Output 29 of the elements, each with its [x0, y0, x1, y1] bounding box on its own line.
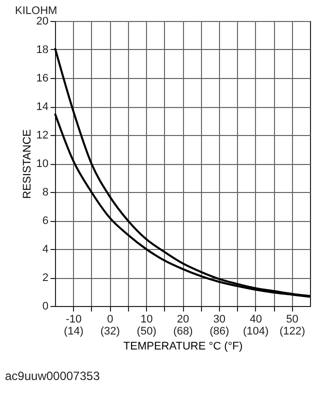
x-tick-label: 50: [286, 314, 298, 326]
y-tick-label: 0: [42, 300, 48, 312]
x2-tick-label: (68): [173, 326, 193, 338]
x2-tick-label: (14): [64, 326, 84, 338]
y-tick-label: 4: [42, 244, 48, 256]
x-tick-label: 0: [107, 314, 114, 326]
x-tick-label: 10: [140, 314, 153, 326]
x-tick-label: -10: [66, 314, 82, 326]
y-axis-title: RESISTANCE: [21, 129, 34, 199]
x-axis-title: TEMPERATURE °C (°F): [123, 340, 243, 352]
y-tick-label: 18: [36, 44, 48, 56]
x-tick-label: 20: [176, 314, 190, 326]
x2-tick-label: (32): [100, 326, 120, 338]
x2-tick-label: (50): [136, 326, 156, 338]
text: ac9uuw00007353: [5, 369, 100, 383]
x-tick-label: 40: [250, 314, 262, 326]
y-tick-label: 12: [36, 130, 48, 142]
x-tick-label: 30: [213, 314, 226, 326]
y-tick-label: 20: [36, 16, 48, 28]
y-tick-label: 10: [36, 158, 48, 170]
x2-tick-label: (104): [243, 326, 269, 338]
y-tick-label: 16: [36, 72, 48, 84]
x2-tick-label: (86): [210, 326, 230, 338]
y-tick-label: 14: [36, 101, 48, 113]
x2-tick-label: (122): [279, 326, 306, 338]
y-tick-label: 6: [42, 215, 48, 227]
text: KILOHM: [15, 5, 58, 17]
y-tick-label: 2: [42, 272, 48, 284]
y-tick-label: 8: [42, 186, 48, 198]
